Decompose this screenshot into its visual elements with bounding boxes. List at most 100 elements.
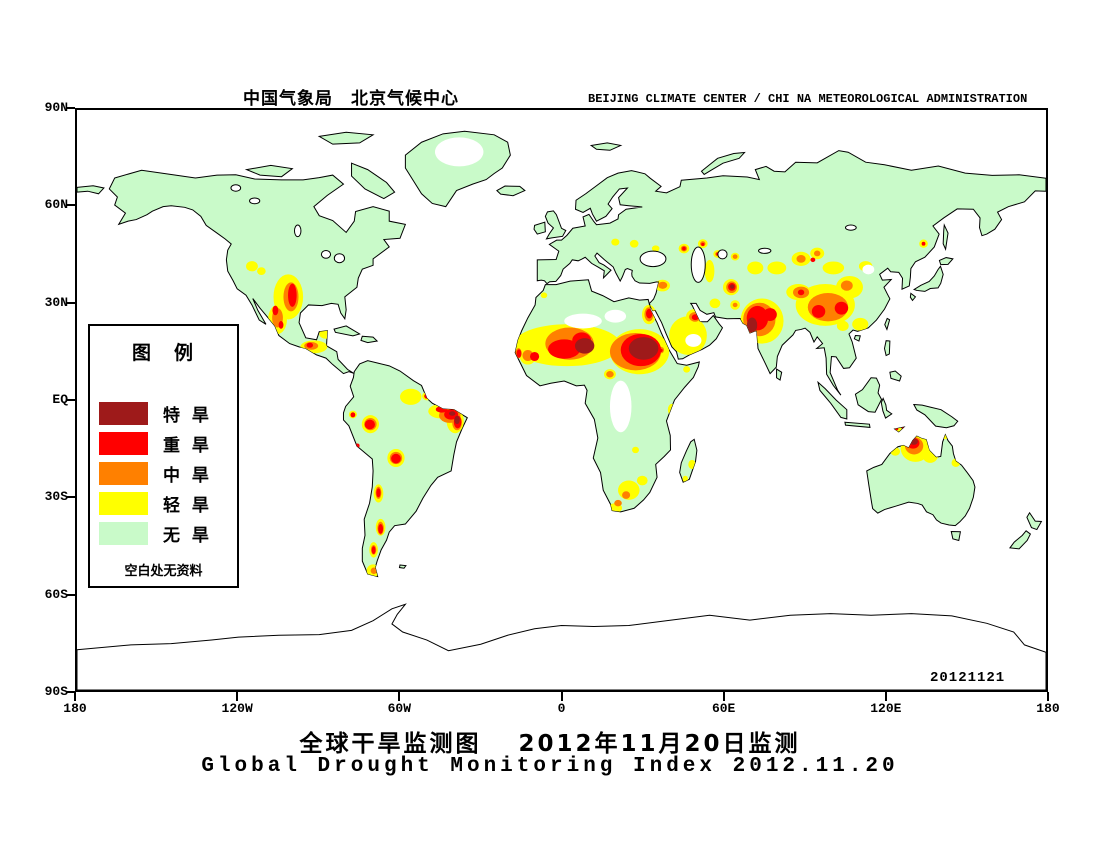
drought-blob-yellow [667,403,676,416]
date-stamp: 20121121 [930,670,1006,686]
lon-label: 60W [387,701,412,716]
legend-items: 特 旱重 旱中 旱轻 旱无 旱 [99,398,233,548]
drought-blob-yellow [611,238,620,246]
agency-name-cn: 中国气象局 北京气候中心 [243,89,459,109]
drought-blob-yellow [246,261,258,272]
legend-row: 中 旱 [99,458,233,488]
lat-label: 30N [44,294,68,310]
drought-blob-red [278,321,284,329]
drought-blob-yellow [669,316,707,355]
drought-blob-orange [732,302,738,308]
drought-blob-red [659,348,663,352]
lat-tick [66,691,75,693]
drought-blob-yellow [704,259,715,283]
drought-blob-orange [813,250,821,257]
drought-blob-red [797,289,805,296]
lake [718,250,727,259]
no-data-patch [434,137,484,167]
drought-blob-orange [614,499,622,507]
lon-label: 60E [711,701,736,716]
lat-label: 60S [44,586,68,602]
drought-blob-red [921,241,926,246]
legend-label: 中 旱 [163,465,212,486]
drought-blob-red [811,304,826,318]
lat-tick [66,593,75,596]
lat-tick [66,301,75,304]
lake [759,248,771,253]
lon-tick [884,692,887,701]
legend: 图 例 特 旱重 旱中 旱轻 旱无 旱 空白处无资料 [88,324,239,588]
legend-swatch-darkred [99,401,148,425]
main-title-cn: 全球干旱监测图 2012年11月20日监测 [299,731,801,757]
drought-blob-darkred [729,284,735,289]
drought-blob-yellow [836,320,849,332]
drought-blob-orange [658,281,668,289]
legend-label: 重 旱 [163,435,212,456]
legend-row: 重 旱 [99,428,233,458]
lake [640,251,666,266]
drought-blob-yellow [422,391,432,401]
no-data-patch [564,313,602,329]
drought-blob-orange [732,254,738,259]
drought-blob-yellow [632,446,640,454]
no-data-patch [604,309,627,323]
drought-blob-yellow [822,261,845,275]
legend-label: 轻 旱 [163,495,212,516]
legend-swatch-none [99,521,148,545]
drought-blob-red [350,412,356,418]
main-title-en: Global Drought Monitoring Index 2012.11.… [201,755,899,778]
drought-blob-yellow [540,292,548,299]
no-data-patch [862,264,875,275]
drought-blob-darkred [574,338,595,354]
lat-label: 90N [44,100,68,115]
drought-blob-yellow [709,298,721,309]
drought-blob-yellow [922,446,939,463]
legend-swatch-red [99,431,148,455]
drought-blob-red [701,242,705,246]
lat-tick [66,399,75,401]
legend-no-data-note: 空白处无资料 [124,564,203,579]
no-data-patch [685,333,702,347]
lake [231,185,241,191]
agency-name-en: BEIJING CLIMATE CENTER / CHI NA METEOROL… [588,92,1028,106]
drought-blob-red [306,342,314,348]
drought-blob-red [371,546,376,555]
drought-blob-orange [796,255,806,263]
lon-tick [560,692,563,701]
lake [321,250,330,258]
drought-blob-darkred [454,415,460,425]
drought-blob-red [376,488,381,498]
lat-label: EQ [52,392,68,407]
lat-tick [66,496,75,499]
lake [845,225,856,230]
drought-blob-darkred [628,337,659,360]
legend-swatch-yellow [99,491,148,515]
drought-blob-red [646,308,653,319]
lon-label: 180 [63,701,87,716]
drought-blob-darkred [746,317,758,333]
lat-label: 30S [44,489,68,505]
world-map-frame [75,108,1048,692]
drought-blob-red [364,419,375,430]
drought-blob-red [378,524,384,534]
lake [334,254,344,263]
lon-tick [236,692,239,701]
drought-blob-yellow [852,317,869,331]
drought-blob-yellow [629,239,639,248]
lake [250,198,260,204]
lon-label: 180 [1036,701,1060,716]
no-data-patch [609,380,632,433]
drought-blob-red [810,257,816,263]
lake [691,247,705,282]
lat-tick [66,204,75,207]
drought-blob-yellow [683,366,691,373]
lon-label: 0 [557,701,566,716]
legend-title: 图 例 [131,342,195,364]
drought-blob-red [530,351,540,362]
drought-blob-red [516,349,522,358]
antarctica-outline [77,604,1046,690]
drought-blob-orange [622,491,631,499]
legend-label: 特 旱 [163,405,212,426]
lat-tick [66,107,75,109]
legend-row: 特 旱 [99,398,233,428]
